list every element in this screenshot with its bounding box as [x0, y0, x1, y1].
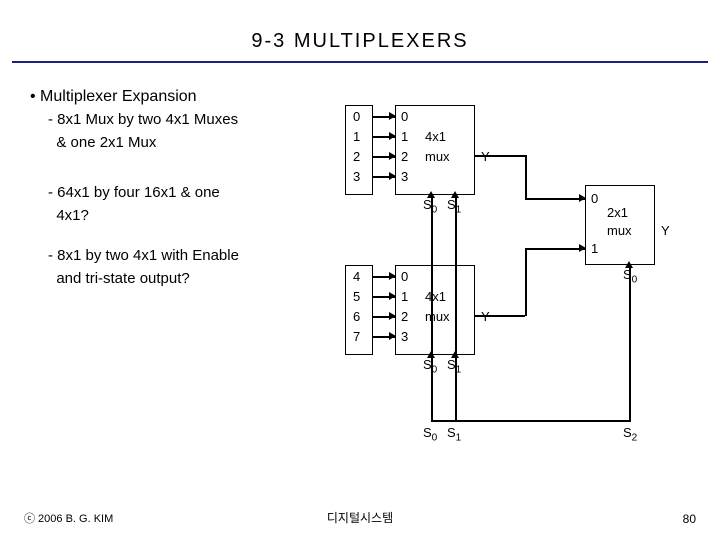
au	[427, 351, 435, 358]
w	[525, 155, 527, 198]
au	[427, 191, 435, 198]
ar	[389, 312, 396, 320]
ar	[389, 152, 396, 160]
pb0: 0	[401, 269, 408, 284]
bullet-1a: - 8x1 Mux by two 4x1 Muxes	[48, 109, 330, 132]
p2: 2	[401, 149, 408, 164]
bus-s2: S2	[623, 425, 637, 444]
ar	[579, 244, 586, 252]
in-5: 5	[353, 289, 360, 304]
in-3: 3	[353, 169, 360, 184]
mux-diagram: 0 1 2 3 0 1 2 3 4x1 mux Y S0 S1 4 5 6 7 …	[345, 105, 705, 455]
mux4b-name1: 4x1	[425, 289, 446, 304]
ar	[389, 292, 396, 300]
footer-center: 디지털시스템	[0, 509, 720, 526]
w	[525, 248, 527, 316]
bullet-3a: - 8x1 by two 4x1 with Enable	[48, 245, 330, 268]
ar	[579, 194, 586, 202]
w	[525, 248, 585, 250]
pb3: 3	[401, 329, 408, 344]
text-content: • Multiplexer Expansion - 8x1 Mux by two…	[30, 85, 330, 290]
mux4t-out: Y	[481, 149, 490, 164]
au	[451, 351, 459, 358]
pb2: 2	[401, 309, 408, 324]
in-1: 1	[353, 129, 360, 144]
bus-s1: S1	[447, 425, 461, 444]
w-s1	[455, 195, 457, 420]
mux2-out: Y	[661, 223, 670, 238]
mux4t-name2: mux	[425, 149, 450, 164]
bullet-header: • Multiplexer Expansion	[30, 85, 330, 109]
au	[625, 261, 633, 268]
mux2-name2: mux	[607, 223, 632, 238]
in-7: 7	[353, 329, 360, 344]
bullet-1b: & one 2x1 Mux	[48, 132, 330, 155]
w	[525, 198, 585, 200]
p3: 3	[401, 169, 408, 184]
in-4: 4	[353, 269, 360, 284]
ar	[389, 112, 396, 120]
p1: 1	[401, 129, 408, 144]
bullet-3b: and tri-state output?	[48, 268, 330, 291]
in-6: 6	[353, 309, 360, 324]
ar	[389, 332, 396, 340]
bus	[431, 420, 631, 422]
w-s0	[431, 195, 433, 420]
au	[451, 191, 459, 198]
ar	[389, 272, 396, 280]
ar	[389, 132, 396, 140]
mux4b-out: Y	[481, 309, 490, 324]
in-2: 2	[353, 149, 360, 164]
mux4t-name1: 4x1	[425, 129, 446, 144]
bullet-2a: - 64x1 by four 16x1 & one	[48, 182, 330, 205]
w	[475, 315, 525, 317]
ar	[389, 172, 396, 180]
footer-page: 80	[683, 512, 696, 526]
m2p0: 0	[591, 191, 598, 206]
mux4b-name2: mux	[425, 309, 450, 324]
page-title: 9-3 MULTIPLEXERS	[0, 0, 720, 53]
in-0: 0	[353, 109, 360, 124]
title-rule	[12, 61, 708, 63]
bullet-2b: 4x1?	[48, 205, 330, 228]
m2p1: 1	[591, 241, 598, 256]
p0: 0	[401, 109, 408, 124]
mux2-name1: 2x1	[607, 205, 628, 220]
bus-s0: S0	[423, 425, 437, 444]
pb1: 1	[401, 289, 408, 304]
w	[475, 155, 525, 157]
w-s2	[629, 265, 631, 420]
